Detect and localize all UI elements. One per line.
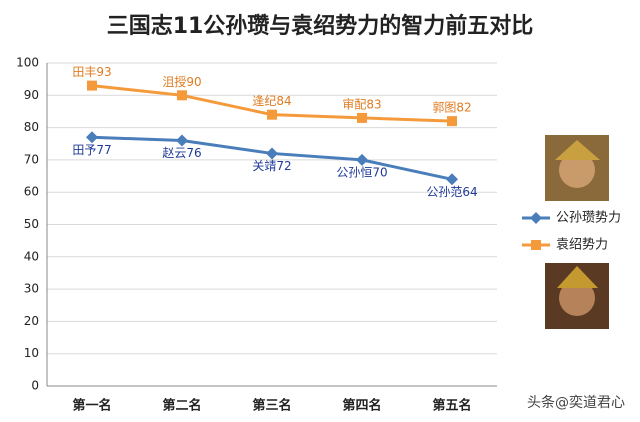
marker	[176, 134, 188, 147]
data-label: 公孙恒70	[336, 165, 387, 179]
x-tick-label: 第一名	[72, 398, 111, 414]
marker	[446, 173, 458, 186]
y-tick-label: 80	[24, 120, 39, 134]
data-label: 赵云76	[162, 146, 201, 160]
x-tick-label: 第二名	[162, 398, 201, 414]
marker	[357, 112, 367, 123]
y-tick-label: 30	[24, 282, 39, 296]
data-label: 关靖72	[252, 159, 291, 173]
y-tick-label: 60	[24, 185, 39, 199]
watermark: 头条@奕道君心	[527, 394, 625, 411]
data-label: 郭图82	[432, 101, 471, 115]
portrait	[545, 135, 609, 201]
marker	[447, 116, 457, 127]
y-tick-label: 10	[24, 346, 39, 360]
y-tick-label: 50	[24, 217, 39, 231]
data-label: 公孙范64	[426, 185, 477, 199]
legend-label: 袁绍势力	[556, 237, 608, 253]
marker	[531, 240, 541, 250]
x-tick-label: 第四名	[342, 398, 381, 414]
y-tick-label: 0	[31, 379, 39, 393]
y-tick-label: 20	[24, 314, 39, 328]
legend-label: 公孙瓒势力	[556, 210, 621, 226]
y-tick-label: 100	[16, 56, 39, 70]
y-tick-label: 40	[24, 249, 39, 263]
marker	[530, 212, 542, 224]
y-tick-label: 70	[24, 152, 39, 166]
data-label: 沮授90	[162, 74, 201, 89]
portrait	[545, 263, 609, 329]
marker	[177, 90, 187, 101]
x-tick-label: 第三名	[252, 398, 291, 414]
data-label: 田予77	[72, 143, 111, 157]
marker	[86, 131, 98, 144]
data-label: 田丰93	[72, 65, 111, 79]
x-tick-label: 第五名	[432, 398, 471, 414]
marker	[267, 109, 277, 120]
data-label: 逢纪84	[252, 94, 291, 108]
marker	[266, 147, 278, 160]
data-label: 审配83	[342, 96, 381, 111]
marker	[356, 153, 368, 166]
marker	[87, 80, 97, 91]
y-tick-label: 90	[24, 88, 39, 102]
chart-title: 三国志11公孙瓒与袁绍势力的智力前五对比	[107, 13, 534, 39]
